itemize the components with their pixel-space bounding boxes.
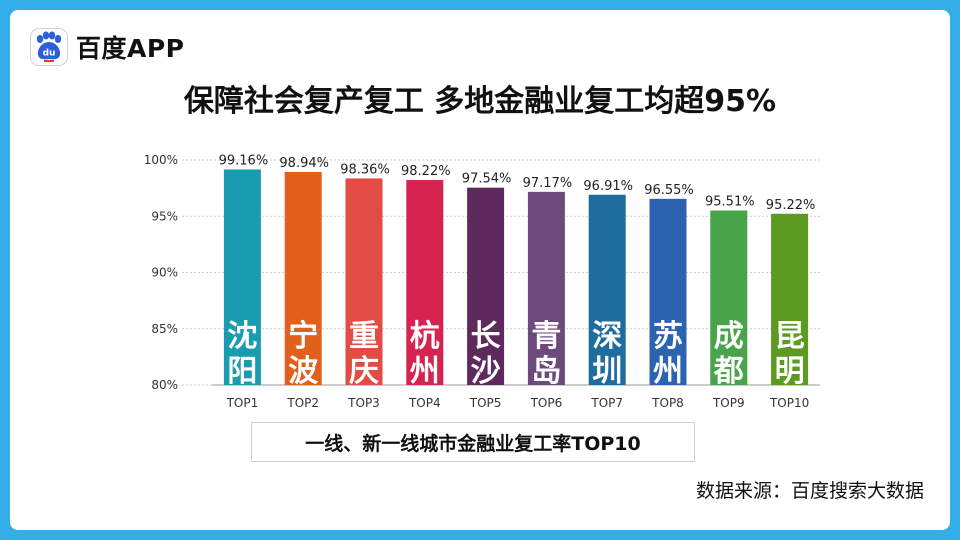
- data-label: 97.54%: [462, 172, 512, 187]
- bar-city-label: 苏: [653, 319, 683, 354]
- bar: [345, 178, 383, 385]
- bar-city-label: 宁: [288, 319, 318, 354]
- x-tick-label: TOP2: [286, 396, 319, 410]
- data-label: 99.16%: [219, 153, 269, 168]
- x-tick-label: TOP6: [530, 396, 563, 410]
- bar-city-label: 波: [288, 354, 319, 389]
- logo-text-mark: du: [43, 49, 56, 59]
- bar-city-label: 阳: [227, 354, 257, 389]
- y-tick-label: 85%: [151, 322, 178, 336]
- y-tick-label: 90%: [151, 266, 178, 280]
- bar: [467, 187, 505, 385]
- data-label: 96.55%: [644, 183, 694, 198]
- x-tick-label: TOP3: [347, 396, 380, 410]
- bar-city-label: 明: [775, 354, 805, 389]
- bar-city-label: 州: [653, 354, 683, 389]
- paw-icon: du: [30, 28, 68, 66]
- y-tick-label: 95%: [151, 209, 178, 223]
- x-tick-label: TOP7: [590, 396, 623, 410]
- x-tick-label: TOP10: [769, 396, 809, 410]
- x-tick-label: TOP9: [712, 396, 745, 410]
- data-label: 98.22%: [401, 164, 451, 179]
- data-source: 数据来源：百度搜索大数据: [695, 480, 924, 502]
- bar: [223, 169, 261, 385]
- bar: [588, 194, 626, 385]
- x-tick-label: TOP1: [226, 396, 259, 410]
- data-label: 95.22%: [766, 198, 816, 213]
- bar-city-label: 岛: [531, 354, 561, 389]
- bar-city-label: 沈: [227, 319, 257, 354]
- bar: [649, 198, 687, 385]
- bar-city-label: 成: [714, 319, 744, 354]
- data-label: 98.36%: [340, 162, 390, 177]
- bar: [406, 180, 444, 385]
- x-tick-label: TOP5: [469, 396, 502, 410]
- y-tick-label: 80%: [151, 378, 178, 392]
- bar-city-label: 圳: [592, 354, 622, 389]
- y-tick-label: 100%: [144, 153, 178, 167]
- bar: [284, 171, 322, 385]
- bar-city-label: 都: [713, 354, 744, 389]
- data-label: 98.94%: [279, 156, 329, 171]
- x-tick-label: TOP8: [651, 396, 684, 410]
- x-tick-label: TOP4: [408, 396, 441, 410]
- bar-city-label: 昆: [775, 319, 805, 354]
- bar: [527, 191, 565, 385]
- bar-city-label: 州: [410, 354, 440, 389]
- data-label: 96.91%: [583, 179, 633, 194]
- data-label: 95.51%: [705, 195, 755, 210]
- bar-city-label: 长: [471, 319, 501, 354]
- bar-city-label: 庆: [349, 354, 379, 389]
- bar: [771, 213, 809, 385]
- data-label: 97.17%: [523, 176, 573, 191]
- bar: [710, 210, 748, 385]
- page-title: 保障社会复产复工 多地金融业复工均超95%: [183, 84, 777, 119]
- bar-city-label: 青: [531, 319, 561, 354]
- bar-city-label: 重: [349, 319, 379, 354]
- chart-caption: 一线、新一线城市金融业复工率TOP10: [251, 422, 695, 462]
- bar-city-label: 沙: [471, 354, 501, 389]
- brand-name: 百度APP: [76, 34, 185, 63]
- baidu-logo: du 百度APP: [30, 28, 185, 66]
- bar-city-label: 深: [592, 319, 622, 354]
- bar-city-label: 杭: [410, 319, 440, 354]
